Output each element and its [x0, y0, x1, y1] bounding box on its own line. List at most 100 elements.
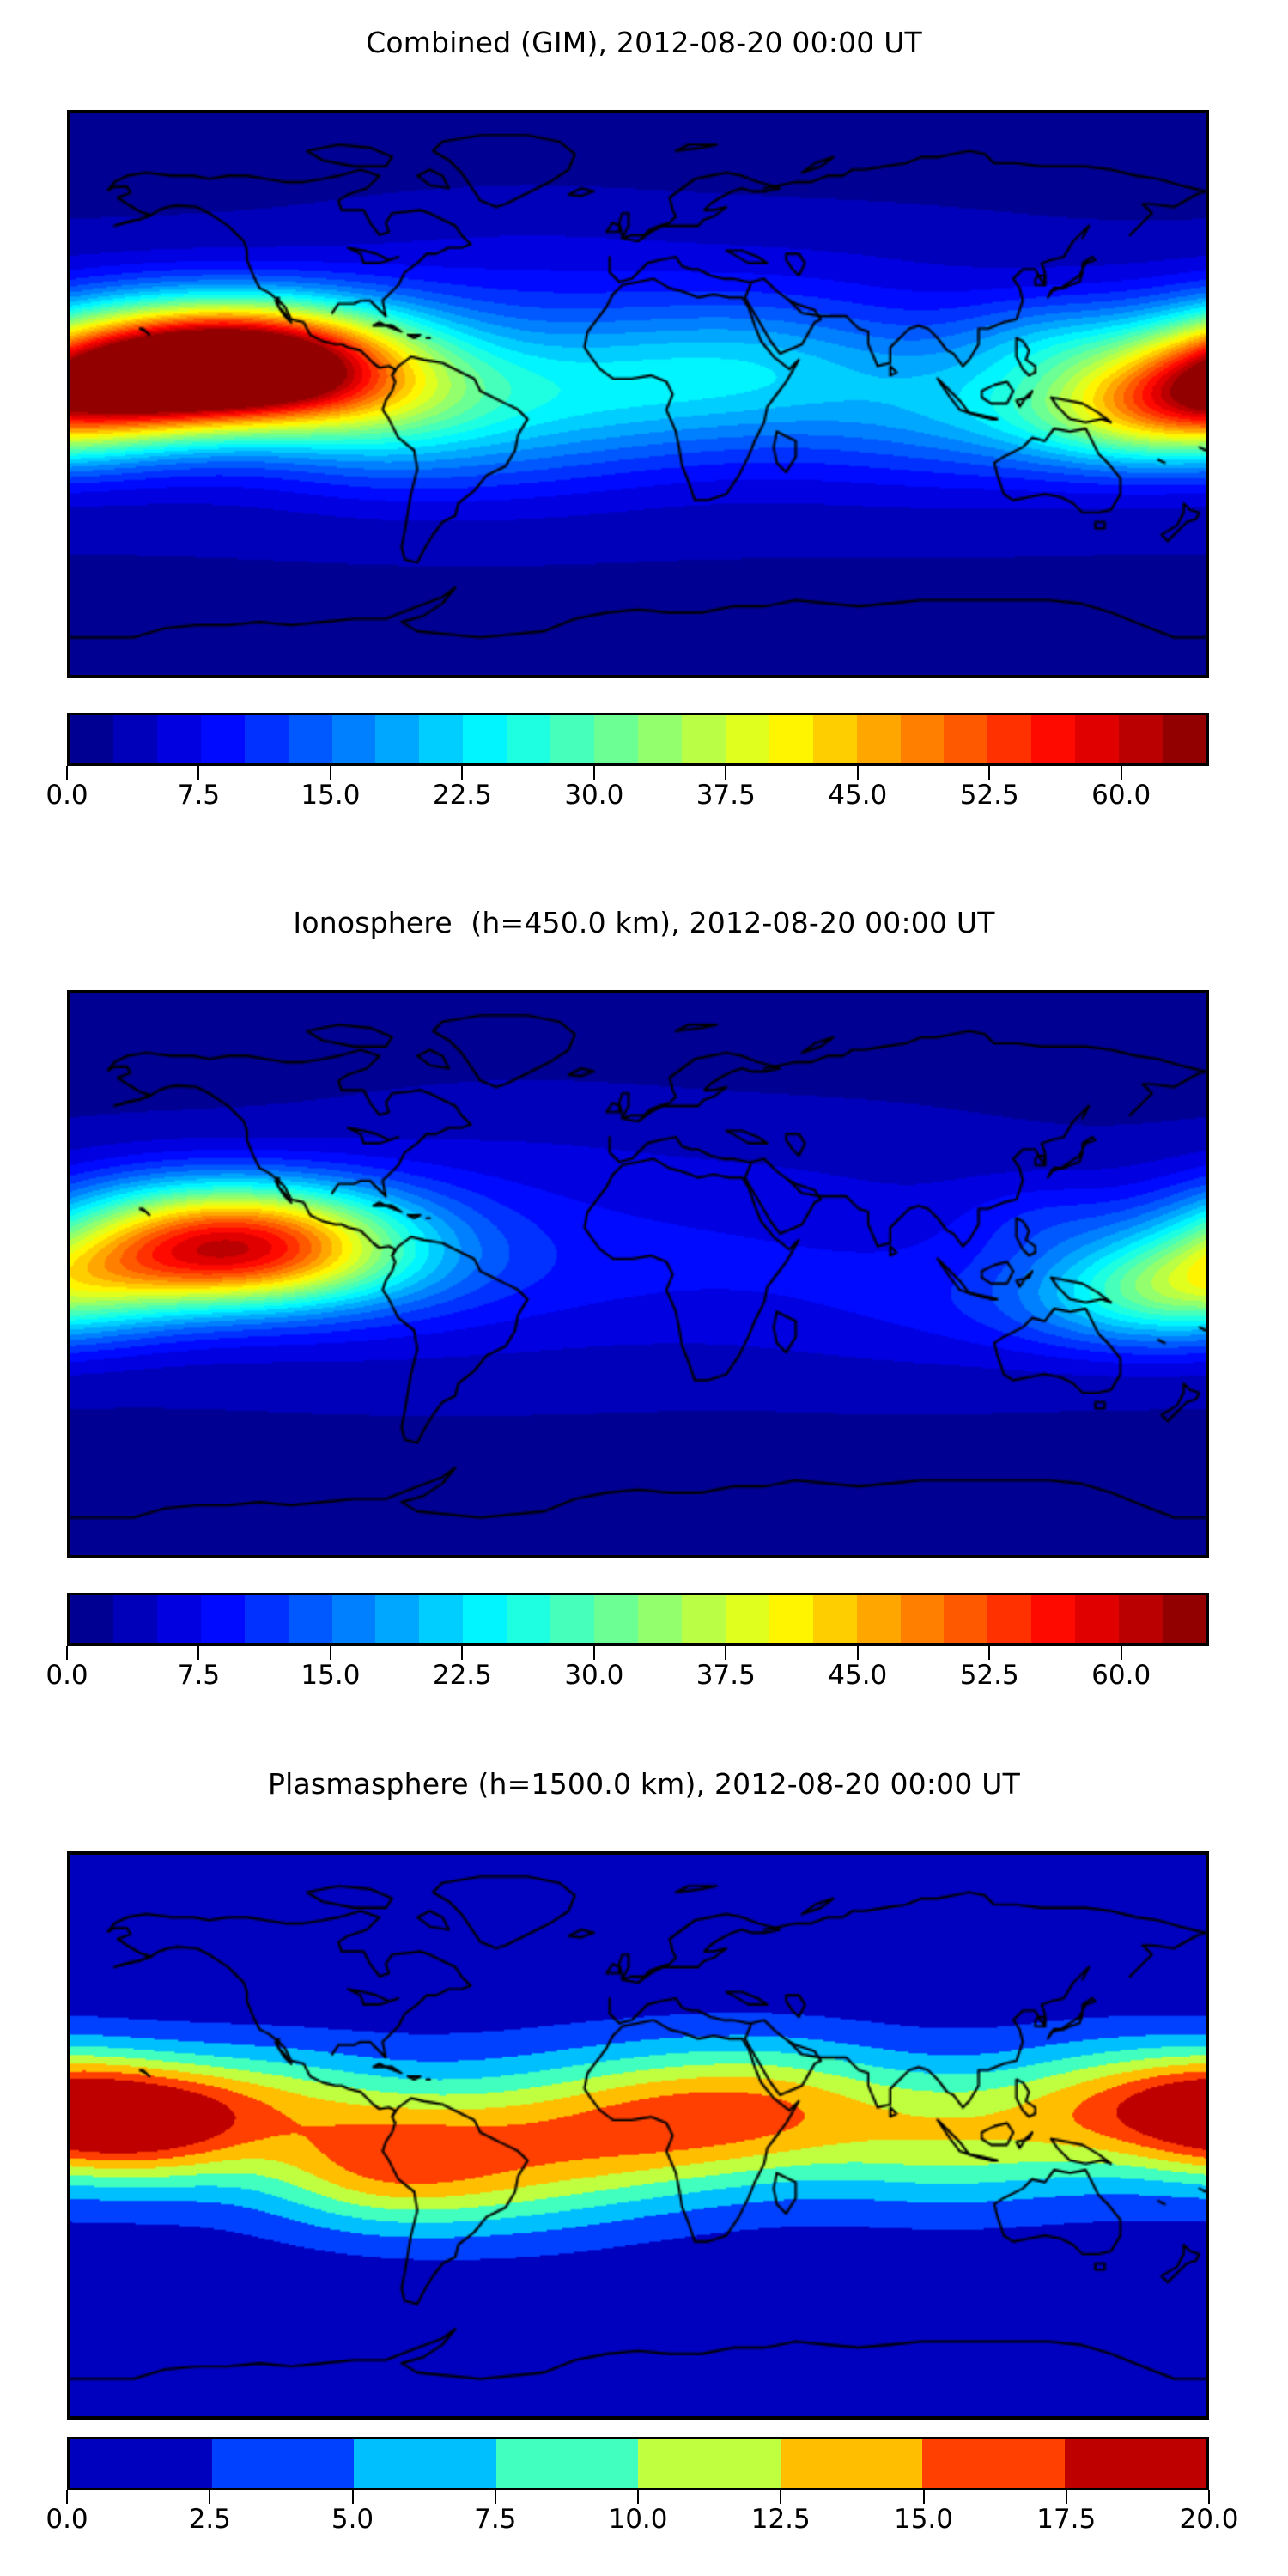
colorbar-tick-label: 7.5	[474, 2504, 517, 2535]
colorbar-tick	[725, 1646, 727, 1660]
colorbar-tick-label: 7.5	[177, 1660, 221, 1691]
colorbar-band	[288, 1595, 332, 1643]
colorbar-band	[507, 715, 551, 763]
colorbar-tick-label: 52.5	[959, 1660, 1019, 1691]
colorbar-tick	[197, 766, 200, 780]
colorbar-tick-label: 52.5	[959, 780, 1019, 811]
colorbar-labels-plasmasphere: 0.0 2.5 5.0 7.5 10.0 12.5 15.0 17.5 20.0	[46, 2504, 1238, 2542]
colorbar-band	[112, 1595, 157, 1643]
colorbar-tick-label: 20.0	[1179, 2504, 1239, 2535]
map-combined-gim	[67, 110, 1209, 678]
colorbar-band	[944, 1595, 988, 1643]
colorbar-band	[1075, 715, 1120, 763]
colorbar-band	[1119, 715, 1163, 763]
colorbar-labels-combined: 0.0 7.5 15.0 22.5 30.0 37.5 45.0 52.5 60.0	[46, 780, 1209, 817]
colorbar-band	[856, 715, 901, 763]
colorbar-band	[550, 715, 595, 763]
colorbar-band	[156, 715, 201, 763]
colorbar-band	[637, 1595, 682, 1643]
colorbar-band	[200, 715, 245, 763]
colorbar-tick	[592, 766, 595, 780]
colorbar-tick-label: 5.0	[331, 2504, 374, 2535]
panel-title-combined: Combined (GIM), 2012-08-20 00:00 UT	[366, 26, 922, 59]
colorbar-band	[987, 715, 1032, 763]
colorbar-ionosphere: 0.0 7.5 15.0 22.5 30.0 37.5 45.0 52.5 60.0	[46, 1593, 1209, 1698]
colorbar-band	[1075, 1595, 1120, 1643]
colorbar-band	[638, 2439, 781, 2488]
colorbar-tick-label: 22.5	[432, 1660, 492, 1691]
colorbar-tick	[66, 766, 68, 780]
colorbar-band	[244, 1595, 289, 1643]
colorbar-tick-label: 45.0	[828, 1660, 888, 1691]
colorbar-tick	[351, 2490, 354, 2504]
colorbar-tick	[329, 1646, 331, 1660]
colorbar-tick-label: 0.0	[46, 2504, 88, 2535]
colorbar-tick-label: 45.0	[828, 780, 888, 811]
colorbar-tick	[197, 1646, 200, 1660]
map-canvas-plasmasphere	[70, 1855, 1206, 2416]
colorbar-band	[70, 1595, 113, 1643]
colorbar-band	[550, 1595, 595, 1643]
colorbar-band	[507, 1595, 551, 1643]
colorbar-band	[594, 1595, 638, 1643]
colorbar-band	[200, 1595, 245, 1643]
colorbar-band	[495, 2439, 638, 2488]
colorbar-tick-label: 60.0	[1091, 1660, 1151, 1691]
map-ionosphere	[67, 990, 1209, 1558]
colorbar-band	[922, 2439, 1065, 2488]
colorbar-tick	[1120, 1646, 1122, 1660]
map-canvas-ionosphere	[70, 993, 1206, 1555]
colorbar-band	[987, 1595, 1032, 1643]
colorbar-band	[681, 715, 726, 763]
colorbar-tick	[988, 766, 991, 780]
colorbar-ticks-plasmasphere	[66, 2490, 1210, 2504]
panel-title-ionosphere: Ionosphere (h=450.0 km), 2012-08-20 00:0…	[293, 906, 995, 939]
colorbar-tick-label: 12.5	[750, 2504, 811, 2535]
colorbar-band	[419, 715, 464, 763]
colorbar-tick-label: 37.5	[696, 780, 756, 811]
colorbar-tick-label: 22.5	[432, 780, 492, 811]
colorbar-band	[288, 715, 332, 763]
colorbar-band	[375, 715, 420, 763]
colorbar-tick-label: 0.0	[46, 1660, 88, 1691]
colorbar-band	[463, 715, 507, 763]
colorbar-band	[419, 1595, 464, 1643]
colorbar-band	[244, 715, 289, 763]
colorbar-tick-label: 7.5	[177, 780, 221, 811]
map-plasmasphere	[67, 1851, 1209, 2420]
colorbar-band	[70, 715, 113, 763]
colorbar-band	[780, 2439, 922, 2488]
colorbar-combined: 0.0 7.5 15.0 22.5 30.0 37.5 45.0 52.5 60.0	[46, 713, 1209, 817]
colorbar-band	[354, 2439, 496, 2488]
colorbar-plasmasphere: 0.0 2.5 5.0 7.5 10.0 12.5 15.0 17.5 20.0	[46, 2437, 1239, 2542]
colorbar-tick-label: 60.0	[1091, 780, 1151, 811]
colorbar-tick	[780, 2490, 782, 2504]
colorbar-tick	[856, 766, 859, 780]
colorbar-tick-label: 15.0	[893, 2504, 954, 2535]
colorbar-band	[70, 2439, 212, 2488]
colorbar-gradient-plasmasphere	[67, 2437, 1209, 2490]
colorbar-tick-label: 2.5	[188, 2504, 231, 2535]
colorbar-band	[769, 715, 813, 763]
colorbar-tick	[461, 766, 464, 780]
colorbar-tick	[592, 1646, 595, 1660]
colorbar-band	[1031, 1595, 1076, 1643]
colorbar-band	[681, 1595, 726, 1643]
colorbar-tick	[1065, 2490, 1067, 2504]
colorbar-band	[1064, 2439, 1206, 2488]
colorbar-tick-label: 15.0	[301, 780, 361, 811]
colorbar-band	[725, 1595, 769, 1643]
panel-title-plasmasphere: Plasmasphere (h=1500.0 km), 2012-08-20 0…	[268, 1767, 1020, 1801]
colorbar-tick	[725, 766, 727, 780]
colorbar-band	[112, 715, 157, 763]
colorbar-band	[900, 715, 945, 763]
colorbar-band	[725, 715, 769, 763]
colorbar-band	[769, 1595, 813, 1643]
colorbar-tick	[494, 2490, 496, 2504]
colorbar-tick	[1120, 766, 1122, 780]
colorbar-band	[463, 1595, 507, 1643]
colorbar-gradient-combined	[67, 713, 1209, 766]
colorbar-tick-label: 17.5	[1036, 2504, 1097, 2535]
colorbar-labels-ionosphere: 0.0 7.5 15.0 22.5 30.0 37.5 45.0 52.5 60.0	[46, 1660, 1209, 1698]
